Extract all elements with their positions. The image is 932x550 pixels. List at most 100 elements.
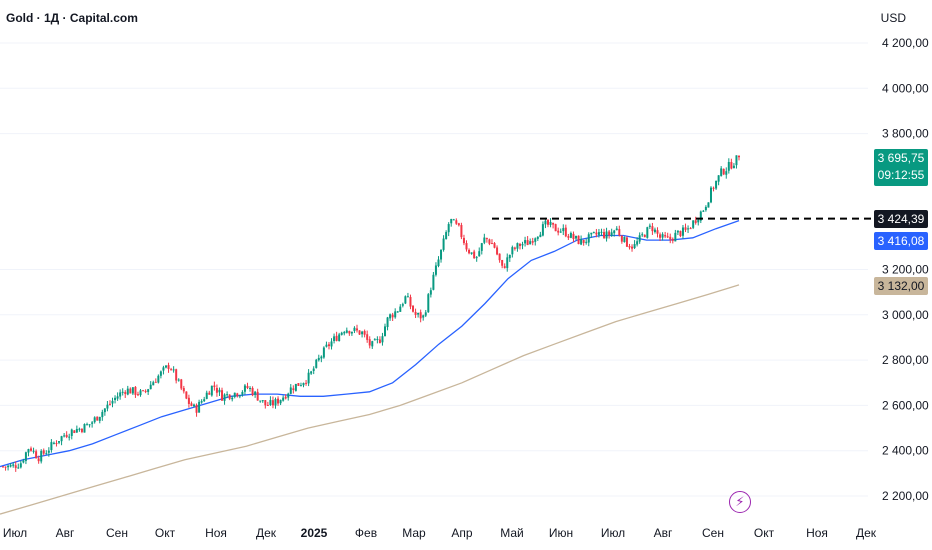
candle-body	[496, 247, 499, 255]
candle-body	[320, 356, 323, 359]
candle-body	[440, 249, 443, 260]
candle-body	[625, 237, 628, 247]
candle-body	[595, 232, 598, 235]
candle-body	[738, 155, 740, 158]
x-axis: Июл Авг Сен Окт Ноя Дек 2025 Фев Мар Апр Май Июн Июл…	[3, 526, 877, 540]
candle-body	[310, 371, 313, 374]
candle-body	[577, 235, 580, 245]
candle-body	[417, 312, 420, 315]
candle-body	[592, 232, 595, 234]
candle-body	[45, 453, 48, 455]
candle-body	[557, 230, 560, 233]
candle-body	[35, 451, 38, 459]
candle-body	[559, 231, 562, 233]
candle-body	[473, 251, 476, 259]
candle-body	[215, 387, 218, 393]
candle-body	[722, 168, 725, 175]
candle-body	[144, 390, 147, 392]
candle-body	[126, 388, 129, 395]
candle-body	[78, 428, 81, 430]
candle-body	[164, 365, 167, 368]
lightning-bolt-icon[interactable]: ⚡	[729, 491, 751, 513]
x-tick-label: Авг	[56, 526, 75, 540]
candle-body	[289, 387, 292, 394]
candle-body	[52, 442, 55, 444]
candle-body	[116, 396, 119, 399]
chart-title: Gold · 1Д · Capital.com	[6, 11, 138, 25]
candle-body	[521, 244, 524, 246]
candle-body	[42, 450, 45, 454]
candle-body	[167, 365, 170, 369]
candle-body	[19, 463, 22, 468]
candle-body	[368, 339, 371, 346]
candle-body	[546, 220, 549, 225]
candle-body	[152, 382, 155, 386]
candle-body	[666, 236, 669, 238]
candle-body	[284, 396, 287, 399]
candle-body	[195, 404, 198, 413]
candle-body	[725, 171, 728, 175]
candle-body	[648, 225, 651, 227]
candle-body	[544, 220, 547, 225]
candle-body	[470, 252, 473, 254]
candle-body	[669, 236, 672, 240]
candle-body	[2, 466, 4, 468]
candle-body	[175, 369, 178, 381]
candle-body	[266, 404, 269, 406]
candle-body	[246, 385, 249, 389]
candle-body	[124, 392, 127, 394]
candle-body	[83, 424, 86, 433]
candle-body	[233, 392, 236, 397]
candle-body	[376, 338, 379, 340]
candle-body	[317, 357, 320, 361]
candle-body	[429, 290, 432, 295]
candle-body	[80, 429, 83, 432]
candle-body	[302, 382, 305, 386]
candle-body	[187, 397, 190, 404]
candle-body	[526, 240, 529, 246]
candle-body	[531, 241, 534, 243]
candle-body	[564, 227, 567, 237]
candle-body	[587, 234, 590, 243]
candle-body	[47, 450, 50, 453]
candle-body	[485, 238, 488, 240]
candle-body	[483, 237, 486, 243]
candle-body	[12, 464, 15, 466]
candle-body	[508, 254, 511, 259]
candle-body	[597, 232, 600, 235]
candle-body	[720, 168, 723, 176]
candle-body	[205, 392, 208, 399]
x-tick-label: 2025	[301, 526, 328, 540]
candle-body	[389, 314, 392, 319]
candle-body	[432, 274, 435, 290]
candle-body	[381, 336, 384, 343]
x-tick-label: Авг	[654, 526, 673, 540]
candle-body	[600, 231, 603, 233]
candle-body	[676, 230, 679, 233]
candle-body	[325, 344, 328, 347]
candle-body	[182, 388, 185, 392]
candle-body	[228, 394, 231, 399]
y-tick-label: 3 800,00	[882, 127, 929, 141]
candle-body	[294, 383, 297, 391]
x-tick-label: Окт	[754, 526, 775, 540]
candle-body	[322, 347, 325, 358]
candle-body	[419, 312, 422, 319]
ma200-layer	[0, 284, 740, 515]
candle-body	[172, 369, 175, 371]
resistance-tag: 3 424,39	[874, 210, 928, 228]
candle-body	[7, 465, 10, 468]
candle-body	[241, 392, 244, 395]
last-price-value: 3 695,75	[877, 151, 925, 165]
x-tick-label: Июл	[601, 526, 625, 540]
gridlines	[0, 42, 868, 497]
candle-body	[646, 227, 649, 238]
candle-body	[338, 334, 341, 342]
candle-body	[603, 232, 606, 238]
candle-body	[333, 336, 336, 342]
candle-body	[529, 241, 532, 245]
candle-body	[119, 392, 122, 397]
candle-body	[282, 397, 285, 401]
candle-body	[157, 375, 160, 383]
